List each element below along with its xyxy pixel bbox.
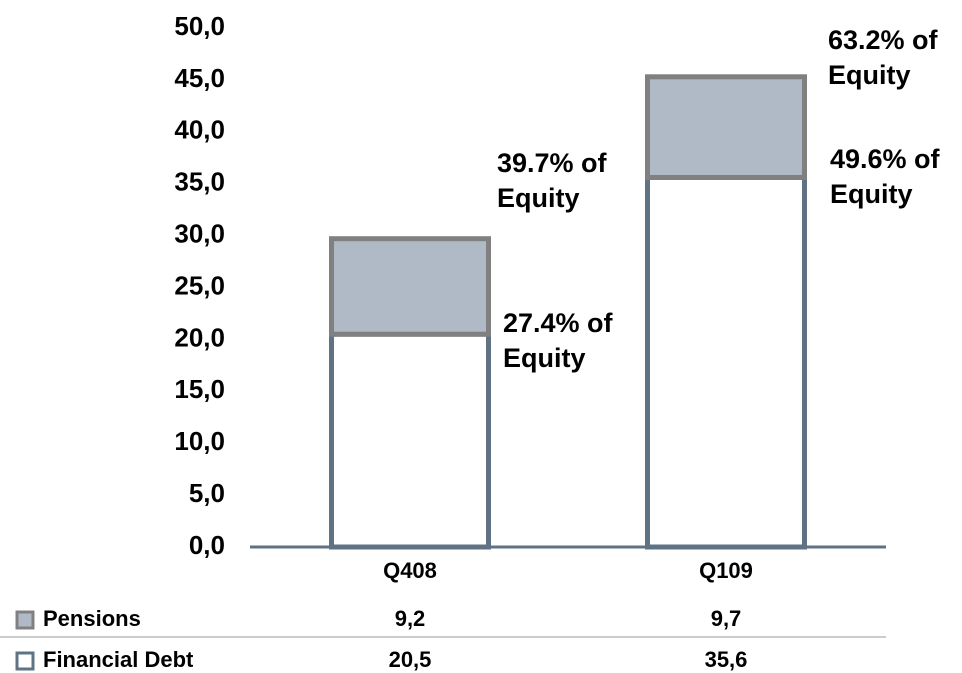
y-tick-label: 15,0 (174, 374, 225, 404)
bar-segment (329, 236, 491, 337)
legend-swatch (15, 610, 35, 630)
legend-label: Financial Debt (43, 647, 194, 672)
table-value: 9,2 (395, 606, 426, 631)
table-value: 35,6 (705, 647, 748, 672)
x-tick-label: Q408 (383, 558, 437, 583)
bar-segment (645, 174, 807, 550)
annotation: Equity (828, 60, 911, 90)
x-tick-label: Q109 (699, 558, 753, 583)
bar-segment (329, 331, 491, 550)
table-value: 20,5 (389, 647, 432, 672)
y-tick-label: 5,0 (189, 478, 225, 508)
y-tick-label: 50,0 (174, 11, 225, 41)
y-tick-label: 30,0 (174, 218, 225, 248)
y-tick-label: 45,0 (174, 63, 225, 93)
annotation: 49.6% of (830, 144, 941, 174)
bar-segment (645, 74, 807, 180)
y-tick-label: 35,0 (174, 167, 225, 197)
annotation: Equity (830, 179, 913, 209)
legend-label: Pensions (43, 606, 141, 631)
table-value: 9,7 (711, 606, 742, 631)
y-tick-label: 10,0 (174, 426, 225, 456)
annotation: Equity (497, 183, 580, 213)
y-tick-label: 20,0 (174, 322, 225, 352)
annotation: 63.2% of (828, 25, 939, 55)
y-tick-label: 0,0 (189, 530, 225, 560)
annotation: Equity (503, 343, 586, 373)
y-tick-label: 40,0 (174, 115, 225, 145)
y-tick-label: 25,0 (174, 270, 225, 300)
annotation: 39.7% of (497, 148, 608, 178)
annotation: 27.4% of (503, 308, 614, 338)
legend-swatch (15, 651, 35, 671)
